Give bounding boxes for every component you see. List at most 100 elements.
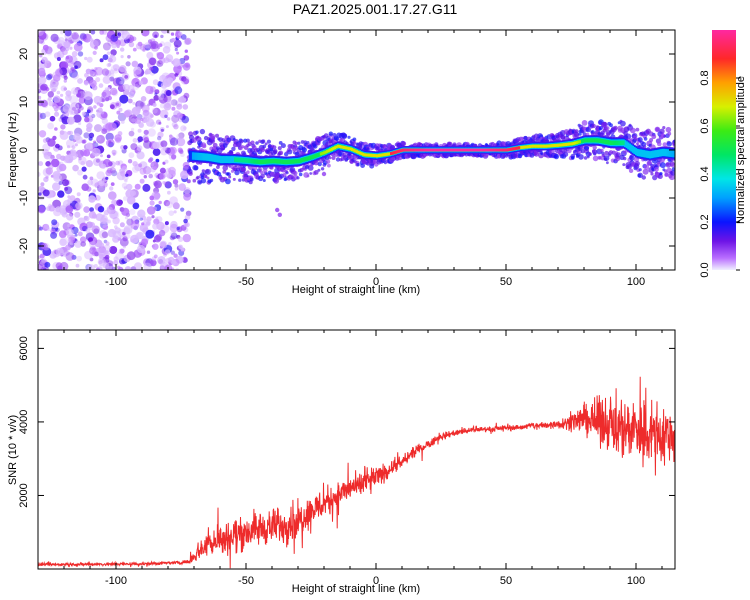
noise-blob [83,149,91,157]
noise-blob [169,234,176,241]
ridge-halo-point [604,150,609,156]
ridge-band-segment [251,158,254,164]
ridge-band-segment [360,152,363,156]
ridge-band-segment [383,153,386,157]
ridge-band-segment [424,148,427,152]
colorbar-tick-label: 0.8 [699,70,711,85]
noise-blob [55,247,64,256]
noise-blob [153,235,162,243]
ridge-band-segment [418,148,421,152]
ridge-halo-point [578,132,582,136]
ridge-band-segment [608,140,611,145]
noise-blob [93,228,100,235]
noise-blob [95,77,101,83]
noise-blob [89,79,97,88]
spectrogram-x-tick-label: 100 [627,276,645,288]
noise-blob [176,112,183,119]
noise-blob [55,68,63,77]
ridge-halo-point [613,125,618,131]
ridge-band-segment [330,147,333,151]
noise-blob [99,30,105,35]
noise-blob [149,259,157,267]
ridge-band-segment [611,140,614,145]
ridge-band-segment [659,149,663,157]
ridge-halo-point [591,123,596,129]
ridge-halo-point [642,168,649,175]
ridge-halo-point [650,172,654,176]
ridge-band-segment [302,157,305,162]
noise-blob [71,51,78,57]
ridge-band-segment [401,148,404,152]
noise-blob [164,159,169,164]
ridge-halo-point [641,175,646,180]
ridge-band-segment [558,143,561,147]
ridge-halo-point [662,142,667,147]
ridge-band-segment [224,156,227,163]
ridge-halo-point [588,152,592,156]
ridge-band-segment [482,148,485,152]
noise-blob [174,187,179,191]
spectrogram-y-tick-label: 20 [18,48,30,60]
noise-blob [131,61,138,67]
ridge-halo-point [609,123,613,128]
noise-blob [176,51,180,55]
ridge-halo-point [630,127,636,134]
noise-blob [116,110,121,115]
ridge-band-segment [530,144,533,148]
noise-blob [152,141,160,149]
ridge-band-segment [241,158,244,163]
ridge-halo-point [199,128,206,135]
noise-blob [77,51,84,57]
ridge-halo-point [234,169,240,176]
ridge-halo-point [239,139,244,144]
noise-blob [184,222,190,228]
noise-blob [108,191,117,200]
noise-blob [130,266,137,270]
noise-blob [89,176,94,181]
ridge-band-segment [259,159,262,165]
noise-blob [127,159,133,164]
noise-blob [87,106,94,113]
ridge-halo-point [245,138,250,143]
noise-blob [109,246,118,254]
noise-blob [60,30,64,35]
noise-blob [171,37,176,43]
noise-blob [131,127,135,131]
ridge-band-segment [271,158,274,164]
ridge-halo-point [307,165,314,171]
noise-blob [155,216,159,220]
noise-blob [50,33,59,42]
noise-blob [152,223,159,230]
noise-blob [166,173,172,179]
ridge-halo-point [266,139,271,144]
noise-blob [171,106,176,111]
noise-blob [123,227,131,234]
ridge-band-segment [405,148,408,152]
noise-blob [66,116,75,125]
noise-blob [158,94,168,104]
ridge-halo-point [672,139,675,144]
colorbar-tick-label: 0.4 [699,166,711,181]
noise-blob [86,186,92,192]
ridge-band-segment [285,159,288,165]
ridge-band-segment [597,138,600,143]
ridge-halo-point [294,141,298,146]
noise-blob [60,93,64,97]
noise-blob [114,134,122,142]
ridge-band-segment [298,158,301,164]
ridge-band-segment [435,148,438,152]
noise-blob [105,241,110,246]
noise-blob [52,135,57,141]
ridge-band-segment [230,156,234,163]
ridge-band-segment [268,159,271,164]
ridge-band-segment [650,150,653,159]
ridge-band-segment [340,145,343,149]
noise-blob [67,223,71,228]
noise-blob [73,133,81,141]
noise-blob [182,233,191,243]
ridge-halo-point [671,167,675,172]
noise-blob [73,114,82,123]
noise-blob [105,34,114,42]
noise-blob [138,122,144,128]
ridge-band-segment [661,148,664,157]
